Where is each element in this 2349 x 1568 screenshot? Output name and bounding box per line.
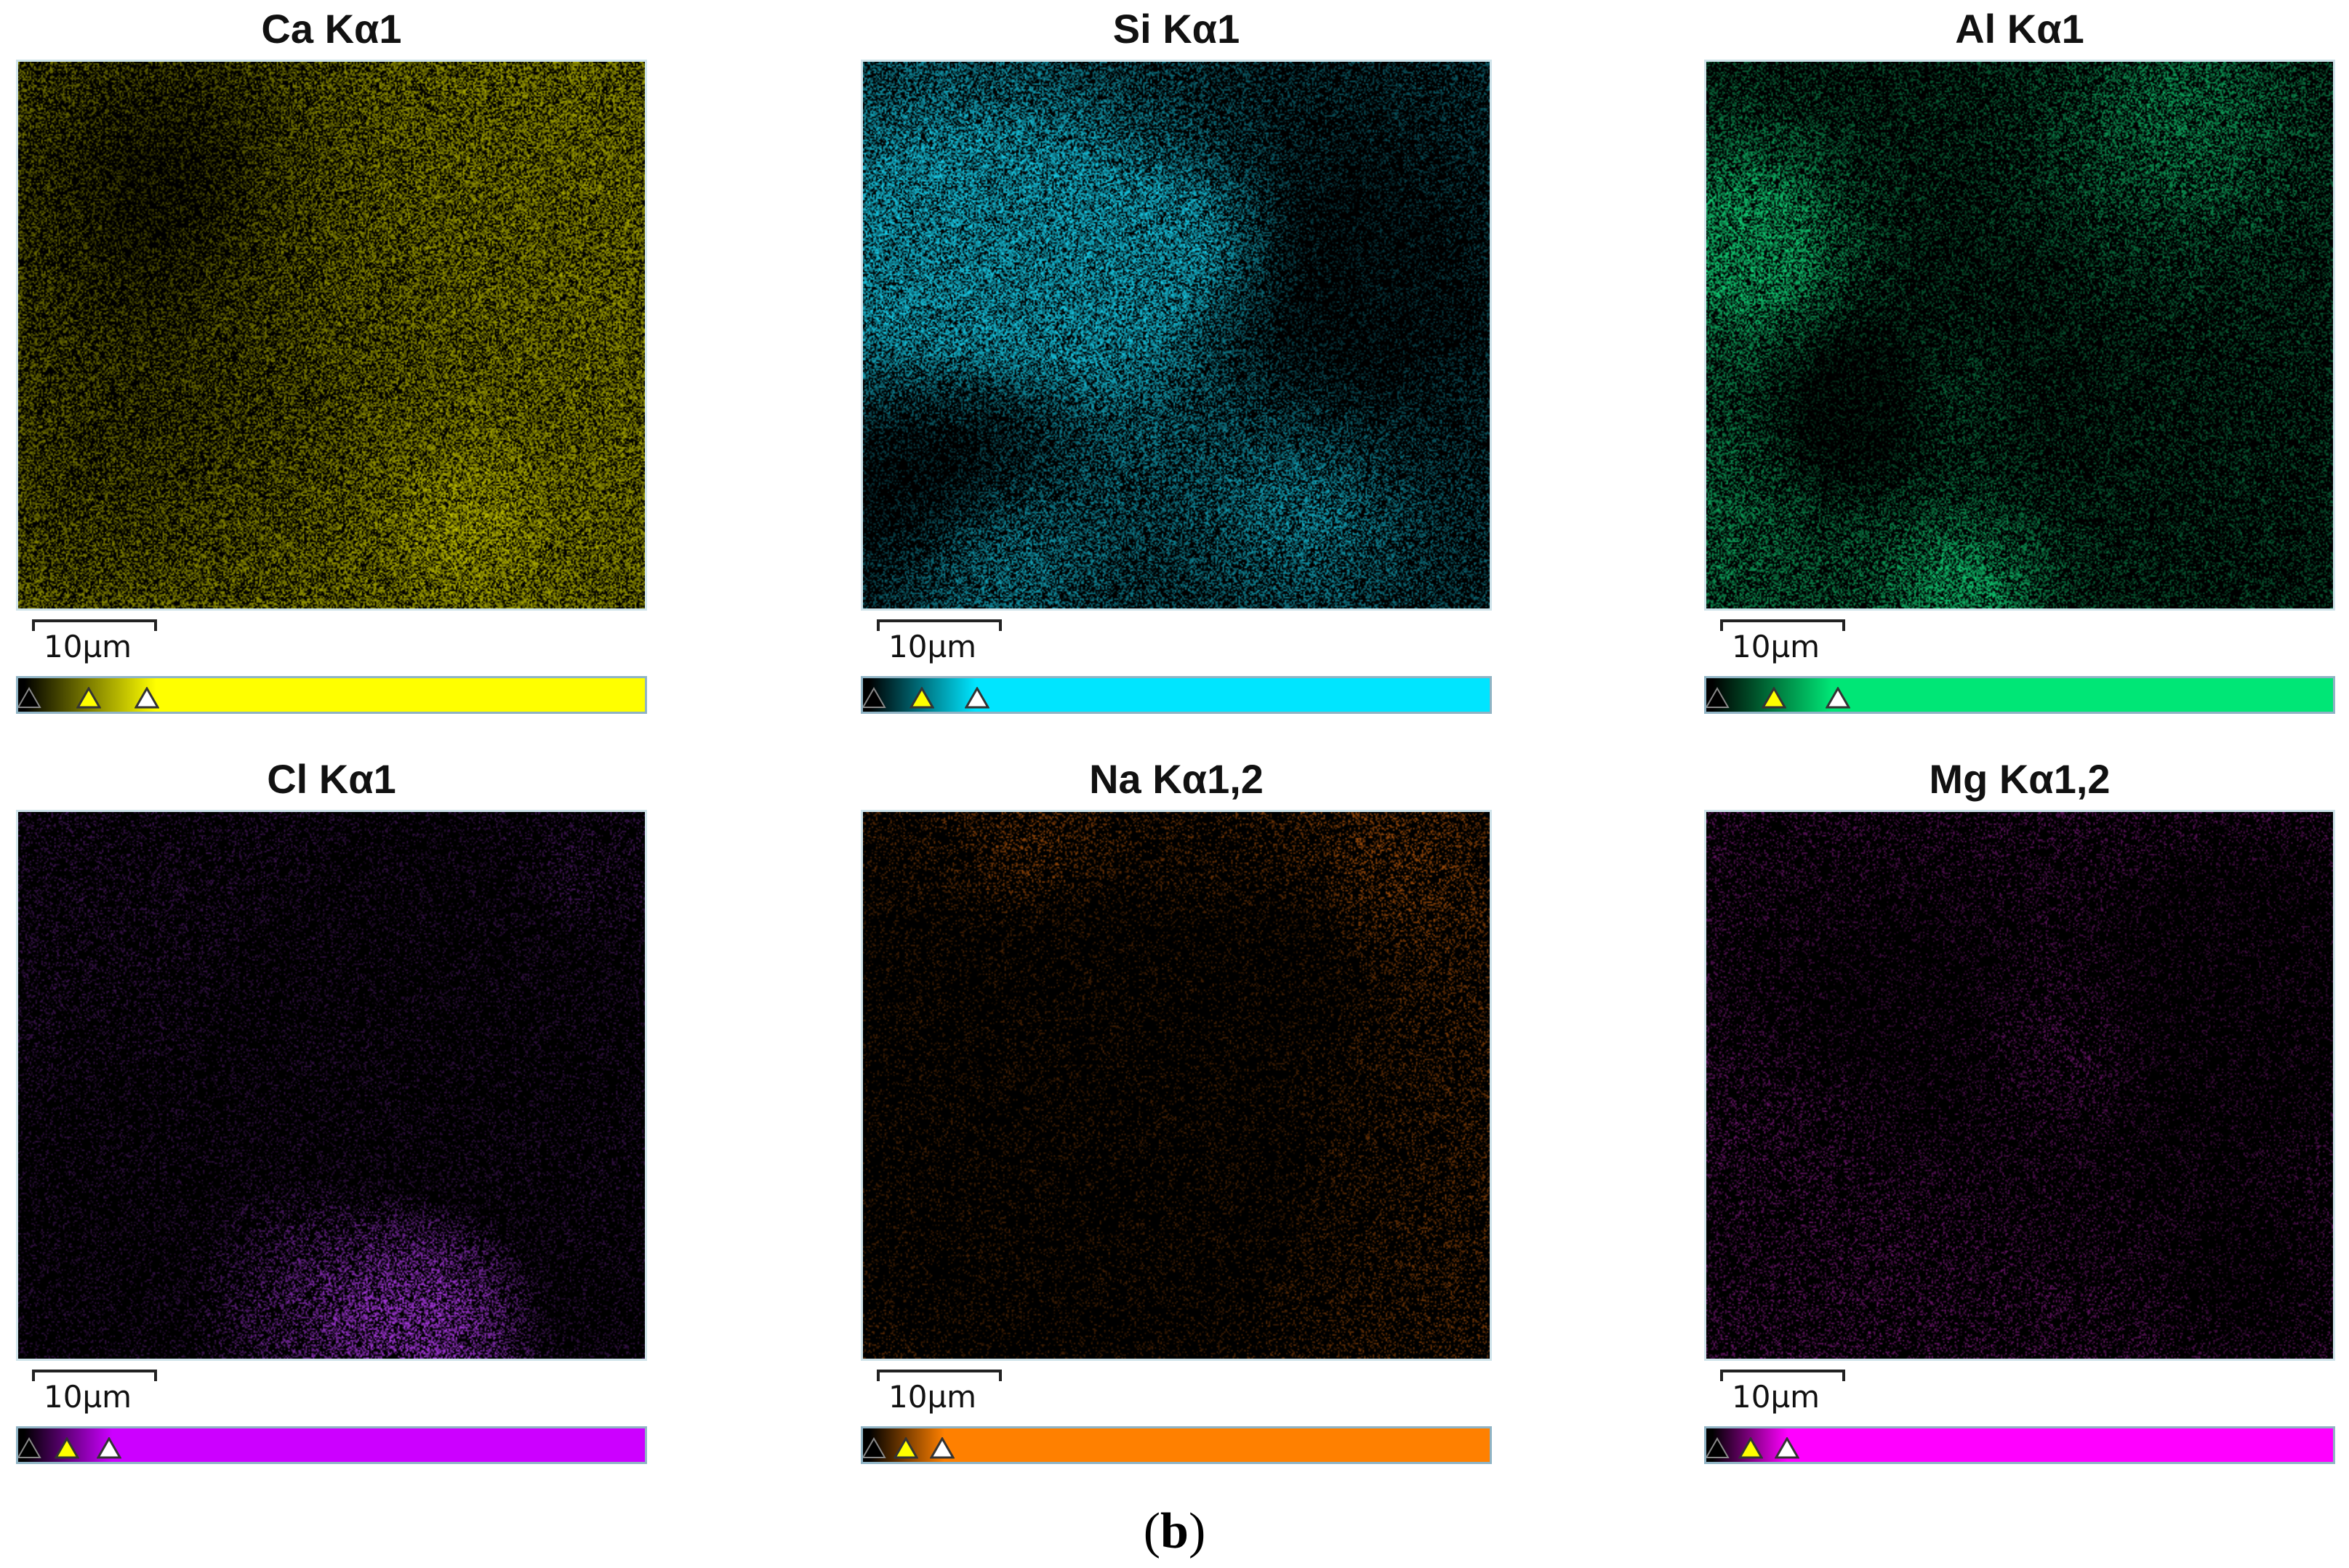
panel-si: Si Kα1 10µm (861, 1, 1492, 714)
white-triangle-icon (965, 687, 989, 709)
black-triangle-icon (1706, 1437, 1730, 1458)
scale-bar-label: 10µm (44, 629, 132, 664)
white-triangle-icon (1775, 1437, 1799, 1459)
scale-bar-label: 10µm (888, 1379, 977, 1415)
scale-bar-line (877, 619, 1002, 631)
panel-title: Al Kα1 (1955, 6, 2084, 52)
element-map-na (861, 810, 1492, 1361)
yellow-triangle-icon (910, 687, 934, 709)
black-triangle-icon (1706, 687, 1730, 708)
black-triangle-icon (863, 1437, 886, 1458)
color-scale-bar (861, 676, 1492, 714)
panel-al: Al Kα1 10µm (1704, 1, 2335, 714)
color-scale-bar (1704, 1426, 2335, 1464)
color-scale-bar (861, 1426, 1492, 1464)
black-triangle-icon (863, 687, 886, 708)
panel-na: Na Kα1,2 10µm (861, 752, 1492, 1464)
scale-bar-label: 10µm (44, 1379, 132, 1415)
scale-bar: 10µm (877, 1370, 1002, 1416)
white-triangle-icon (134, 687, 159, 709)
scale-bar-line (877, 1370, 1002, 1381)
panel-mg: Mg Kα1,2 10µm (1704, 752, 2335, 1464)
color-scale-bar (16, 1426, 647, 1464)
yellow-triangle-icon (1762, 687, 1786, 709)
scale-bar: 10µm (1720, 1370, 1845, 1416)
color-scale-bar (1704, 676, 2335, 714)
caption-letter: b (1160, 1503, 1189, 1559)
scale-bar-line (1720, 619, 1845, 631)
caption-open: ( (1143, 1503, 1161, 1559)
panel-title: Na Kα1,2 (1089, 756, 1264, 802)
scale-bar-line (32, 1370, 157, 1381)
white-triangle-icon (97, 1437, 121, 1459)
white-triangle-icon (930, 1437, 955, 1459)
yellow-triangle-icon (1738, 1437, 1763, 1459)
white-triangle-icon (1826, 687, 1850, 709)
scale-bar-line (1720, 1370, 1845, 1381)
panel-title: Ca Kα1 (261, 6, 402, 52)
scale-bar: 10µm (877, 619, 1002, 666)
panel-cl: Cl Kα1 10µm (16, 752, 647, 1464)
scale-bar-label: 10µm (1732, 1379, 1820, 1415)
caption-close: ) (1188, 1503, 1206, 1559)
black-triangle-icon (18, 1437, 41, 1458)
element-map-mg (1704, 810, 2335, 1361)
panel-title: Cl Kα1 (267, 756, 396, 802)
scale-bar: 10µm (32, 1370, 157, 1416)
element-map-al (1704, 60, 2335, 611)
element-map-cl (16, 810, 647, 1361)
black-triangle-icon (18, 687, 41, 708)
scale-bar: 10µm (1720, 619, 1845, 666)
color-scale-bar (16, 676, 647, 714)
panel-title: Si Kα1 (1112, 6, 1240, 52)
figure-caption: (b) (0, 1499, 2349, 1564)
scale-bar-label: 10µm (1732, 629, 1820, 664)
scale-bar-label: 10µm (888, 629, 977, 664)
scale-bar-line (32, 619, 157, 631)
yellow-triangle-icon (894, 1437, 918, 1459)
yellow-triangle-icon (55, 1437, 79, 1459)
scale-bar: 10µm (32, 619, 157, 666)
panel-title: Mg Kα1,2 (1929, 756, 2111, 802)
panel-ca: Ca Kα1 10µm (16, 1, 647, 714)
yellow-triangle-icon (76, 687, 101, 709)
element-map-ca (16, 60, 647, 611)
element-map-si (861, 60, 1492, 611)
